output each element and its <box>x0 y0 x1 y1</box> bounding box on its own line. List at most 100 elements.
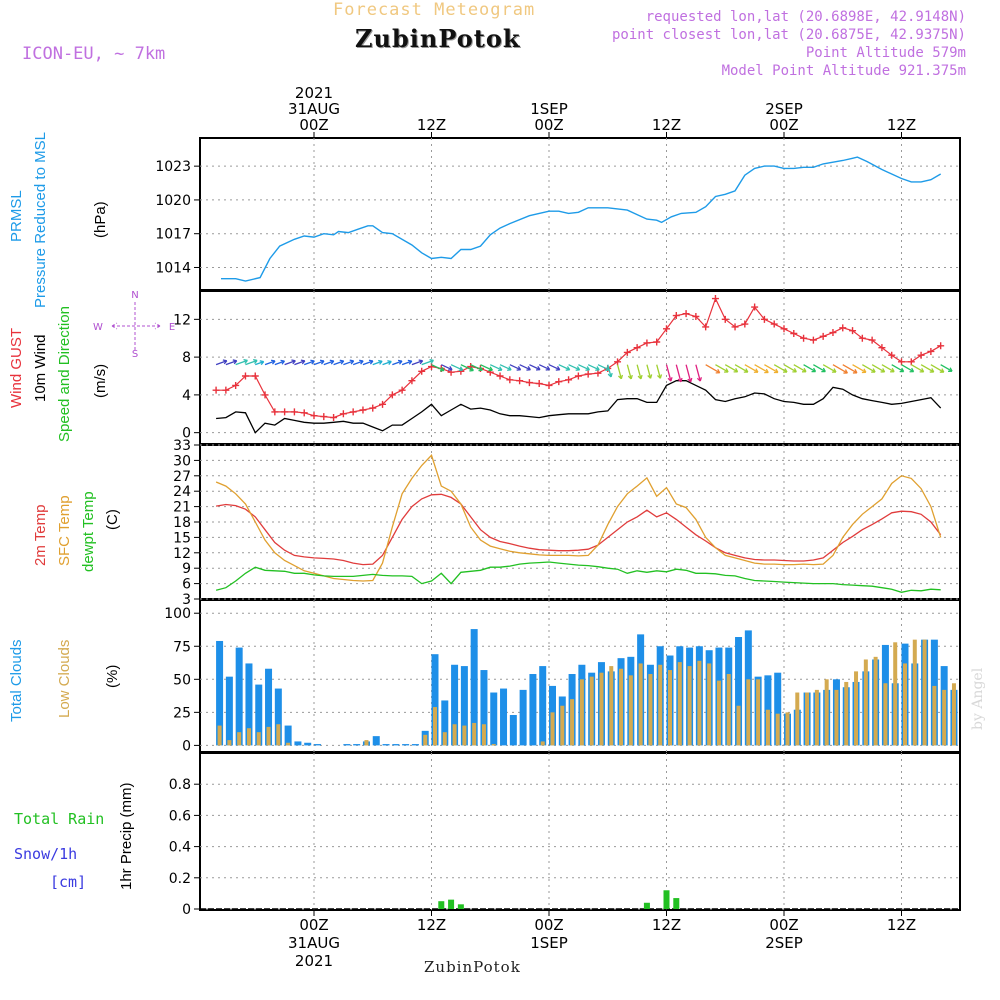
gust-marker <box>408 377 416 385</box>
y-tick-label-2: 33 <box>173 438 191 454</box>
gust-marker <box>721 315 729 323</box>
low-cloud-bar <box>716 680 721 746</box>
wind-arrow <box>382 360 392 366</box>
low-cloud-bar <box>844 681 849 746</box>
wind-arrow <box>773 364 788 373</box>
total-cloud-bar <box>255 684 263 746</box>
low-cloud-bar <box>746 679 751 746</box>
y-tick-label-3: 100 <box>164 606 191 622</box>
low-cloud-bar <box>570 699 575 746</box>
low-cloud-bar <box>922 639 927 746</box>
wind-arrow <box>303 360 315 366</box>
total-cloud-bar <box>284 725 292 746</box>
y-tick-label-4: 0.2 <box>169 871 191 887</box>
low-cloud-bar <box>364 740 369 746</box>
time-tick-label-bottom: 2021 <box>295 952 333 970</box>
y-tick-label-0: 1014 <box>155 260 191 276</box>
gust-marker <box>310 412 318 420</box>
gust-marker <box>300 409 308 417</box>
wind-arrow-head <box>627 374 633 380</box>
total-cloud-bar <box>490 692 498 746</box>
low-cloud-bar <box>266 726 271 746</box>
pressure-line <box>221 156 942 282</box>
wind-arrow-head <box>310 359 315 365</box>
gust-marker <box>516 377 524 385</box>
snow-unit-label: [cm] <box>50 873 87 891</box>
gust-marker <box>868 336 876 344</box>
low-cloud-bar <box>854 671 859 746</box>
wind-arrow <box>793 364 807 373</box>
rain-bar <box>663 890 670 909</box>
wind-arrow-head <box>280 359 285 365</box>
gust-marker <box>780 325 788 333</box>
wind-arrow-head <box>831 368 837 373</box>
wind-arrow <box>675 364 682 383</box>
wind-arrow <box>754 364 769 374</box>
wind-arrow <box>225 360 237 366</box>
wind-arrow <box>842 364 858 374</box>
wind-arrow <box>862 364 876 373</box>
wind-arrow <box>509 364 521 371</box>
gust-marker <box>790 330 798 337</box>
wind-arrow <box>411 360 423 366</box>
y-tick-label-4: 0.4 <box>169 840 191 856</box>
total-cloud-bar <box>392 744 400 746</box>
wind-arrow-head <box>852 369 858 374</box>
gust-marker <box>320 413 328 421</box>
wind-arrow-head <box>526 366 531 371</box>
wind-arrow <box>705 364 721 374</box>
gust-marker <box>261 391 269 399</box>
time-tick-label-bottom: 12Z <box>417 916 446 934</box>
wind-arrow <box>323 360 334 366</box>
wind-arrow-head <box>919 367 925 373</box>
gust-marker <box>692 313 700 320</box>
low-cloud-bar <box>707 663 712 746</box>
low-cloud-bar <box>893 642 898 746</box>
wind-arrow <box>715 364 729 373</box>
low-cloud-bar <box>599 672 604 746</box>
snow-label: Snow/1h <box>14 845 78 863</box>
total-cloud-bar <box>343 744 351 746</box>
wind-arrow <box>362 360 374 366</box>
gust-marker <box>525 379 533 387</box>
gust-marker <box>702 323 710 331</box>
wind-arrow-head <box>478 366 483 372</box>
total-cloud-bar <box>235 647 243 746</box>
wind-arrow <box>343 360 354 366</box>
total-cloud-bar <box>509 714 517 746</box>
wind-arrow <box>636 364 642 380</box>
wind-arrow <box>284 360 296 366</box>
low-cloud-bar <box>246 728 251 746</box>
y-tick-label-2: 6 <box>182 577 191 593</box>
low-cloud-bar <box>423 734 428 746</box>
wind-arrow <box>724 364 738 373</box>
gust-marker <box>584 370 592 378</box>
total-cloud-bar <box>539 666 547 746</box>
wind-arrow <box>245 359 258 366</box>
gust-marker <box>760 315 768 323</box>
total-cloud-bar <box>500 688 508 746</box>
wind-arrow <box>313 360 325 366</box>
wind-arrow-head <box>497 366 503 372</box>
time-tick-label-top: 2021 <box>295 84 333 102</box>
total-cloud-bar <box>470 629 478 746</box>
wind-arrow-head <box>291 359 296 365</box>
gust-marker <box>653 338 661 346</box>
low-cloud-bar <box>648 674 653 746</box>
gust-marker <box>663 325 670 333</box>
gust-marker <box>232 381 240 389</box>
low-cloud-bar <box>726 674 731 746</box>
total-cloud-bar <box>411 744 419 746</box>
low-cloud-bar <box>286 742 291 746</box>
wind-arrow-head <box>387 360 392 365</box>
low-cloud-bar <box>491 744 496 746</box>
gust-marker <box>878 344 886 352</box>
low-cloud-bar <box>736 705 741 746</box>
time-tick-label-bottom: 00Z <box>534 916 563 934</box>
wind-arrow-head <box>948 367 953 372</box>
low-cloud-bar <box>668 670 672 746</box>
wind-arrow <box>930 364 945 373</box>
wind-arrow-head <box>773 368 779 374</box>
rain-bar <box>673 898 680 909</box>
y-tick-label-4: 0.8 <box>169 777 191 793</box>
